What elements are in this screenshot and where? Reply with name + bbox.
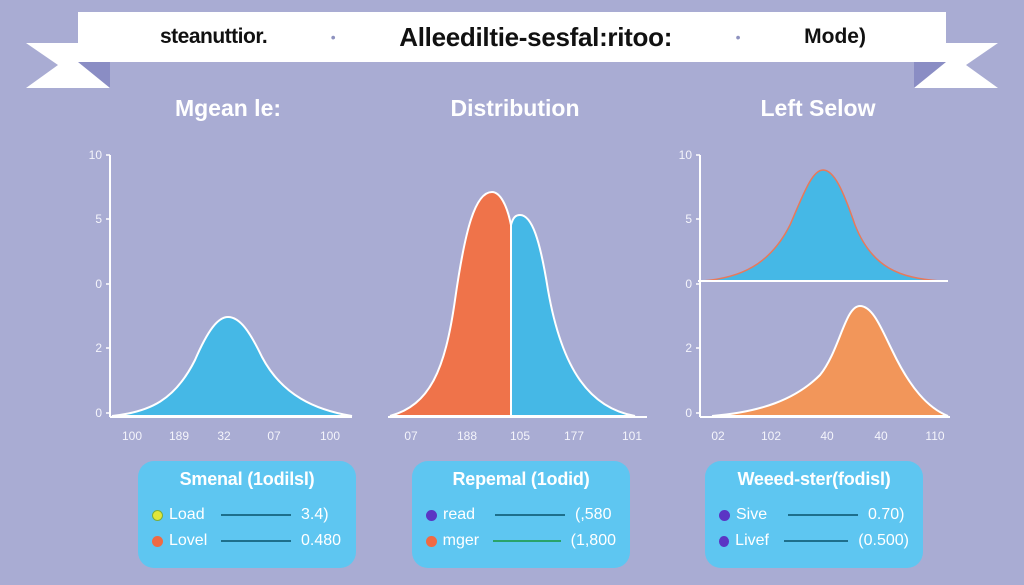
y-tick: 10 xyxy=(679,148,693,162)
legend-line xyxy=(788,514,858,516)
chart-2-area-left xyxy=(389,190,512,417)
y-tick: 5 xyxy=(685,212,692,226)
legend-value: (,580 xyxy=(575,506,612,523)
title-banner: steanuttior. • Alleediltie-sesfal:ritoo:… xyxy=(0,0,1024,95)
x-tick: 40 xyxy=(874,429,888,443)
chart-2-area-right xyxy=(510,213,636,417)
legend-value: 0.70) xyxy=(868,506,905,523)
x-tick: 07 xyxy=(267,429,281,443)
legend-label: mger xyxy=(442,532,480,549)
legend-dot-icon xyxy=(426,509,437,521)
chart-2: 07 188 105 177 101 xyxy=(388,190,647,443)
x-tick: 110 xyxy=(925,429,944,443)
legend-line xyxy=(221,514,291,516)
x-tick: 100 xyxy=(320,429,340,443)
legend-item: Load 3.4) xyxy=(152,502,342,528)
y-tick: 2 xyxy=(95,341,102,355)
legend-dot-icon xyxy=(426,535,437,547)
legend-panel-1: Smenal (1odilsl) Load 3.4) Lovel 0.480 xyxy=(138,461,356,568)
legend-label: Lovel xyxy=(169,532,208,549)
y-tick: 2 xyxy=(685,341,692,355)
x-tick: 177 xyxy=(564,429,584,443)
legend-line xyxy=(221,540,291,542)
x-tick: 189 xyxy=(169,429,189,443)
legend-item: Sive 0.70) xyxy=(719,502,909,528)
x-tick: 32 xyxy=(217,429,231,443)
legend-dot-icon xyxy=(152,535,163,547)
x-tick: 40 xyxy=(820,429,834,443)
chart-3-lower-area xyxy=(711,304,949,417)
x-tick: 188 xyxy=(457,429,477,443)
legend-value: (0.500) xyxy=(858,532,909,549)
y-tick: 0 xyxy=(685,406,692,420)
legend-label: Livef xyxy=(735,532,769,549)
legend-label: read xyxy=(443,506,476,523)
legend-panel-3: Weeed-ster(fodisl) Sive 0.70) Livef (0.5… xyxy=(705,461,923,568)
legend-item: Livef (0.500) xyxy=(719,528,909,554)
banner-right-text: Mode) xyxy=(804,25,866,48)
ribbon-shape xyxy=(26,12,998,88)
y-tick: 0 xyxy=(95,277,102,291)
chart-3-upper-area xyxy=(701,169,941,282)
chart-1: 10 5 0 2 0 100 189 32 07 100 xyxy=(89,148,353,443)
separator-dot: • xyxy=(735,29,741,45)
legend-dot-icon xyxy=(719,535,730,547)
legend-line xyxy=(783,540,849,542)
legend-line xyxy=(493,540,561,542)
y-tick: 5 xyxy=(95,212,102,226)
legend-title: Weeed-ster(fodisl) xyxy=(737,469,891,489)
banner-left-text: steanuttior. xyxy=(160,25,268,48)
x-tick: 105 xyxy=(510,429,530,443)
chart-3: 10 5 0 2 0 02 102 40 40 110 xyxy=(679,148,950,443)
legend-item: mger (1,800 xyxy=(426,528,616,554)
y-tick: 0 xyxy=(685,277,692,291)
legend-label: Load xyxy=(169,506,205,523)
banner-center-text: Alleediltie-sesfal:ritoo: xyxy=(399,21,673,52)
legend-panel-2: Repemal (1odid) read (,580 mger (1,800 xyxy=(412,461,630,568)
x-tick: 07 xyxy=(404,429,418,443)
legend-label: Sive xyxy=(736,506,768,523)
legend-value: 3.4) xyxy=(301,506,329,523)
y-tick: 10 xyxy=(89,148,103,162)
legend-dot-icon xyxy=(719,509,730,521)
legend-value: 0.480 xyxy=(301,532,342,549)
x-tick: 100 xyxy=(122,429,142,443)
legend-title: Repemal (1odid) xyxy=(452,469,590,489)
legend-item: read (,580 xyxy=(426,502,616,528)
x-tick: 101 xyxy=(622,429,642,443)
legend-title: Smenal (1odilsl) xyxy=(179,469,315,489)
legend-line xyxy=(495,514,565,516)
legend-item: Lovel 0.480 xyxy=(152,528,342,554)
separator-dot: • xyxy=(330,29,336,45)
panel-title-2: Distribution xyxy=(450,95,580,121)
chart-1-area xyxy=(111,315,353,417)
y-tick: 0 xyxy=(95,406,102,420)
legend-dot-icon xyxy=(152,509,163,521)
panel-title-3: Left Selow xyxy=(760,95,876,121)
x-tick: 102 xyxy=(761,429,781,443)
legend-value: (1,800 xyxy=(570,532,616,549)
x-tick: 02 xyxy=(711,429,725,443)
panel-title-1: Mgean le: xyxy=(174,95,282,121)
charts-canvas: 10 5 0 2 0 100 189 32 07 100 07 188 105 … xyxy=(89,148,950,443)
